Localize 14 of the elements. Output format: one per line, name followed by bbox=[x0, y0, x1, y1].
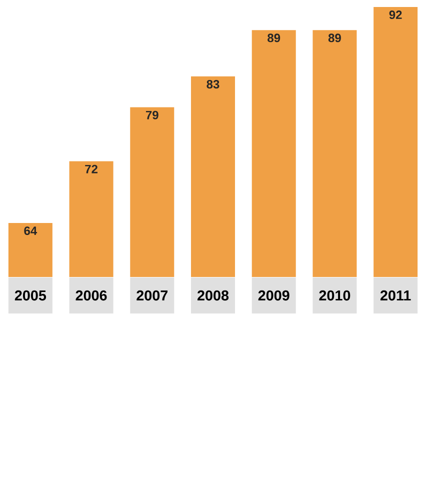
x-tick-label: 2005 bbox=[14, 290, 46, 301]
x-tick-label: 2010 bbox=[319, 290, 350, 301]
x-tick-label: 2009 bbox=[258, 290, 290, 301]
data-label: 92 bbox=[389, 10, 402, 20]
data-label: 83 bbox=[206, 80, 220, 88]
data-label: 79 bbox=[146, 110, 158, 120]
x-tick-label: 2006 bbox=[76, 290, 107, 301]
data-label: 64 bbox=[24, 226, 38, 236]
data-label: 89 bbox=[268, 34, 280, 42]
x-tick-label: 2008 bbox=[197, 290, 229, 301]
data-label: 72 bbox=[85, 164, 98, 174]
data-label: 89 bbox=[328, 34, 341, 42]
x-tick-label: 2007 bbox=[136, 290, 168, 301]
x-tick-label: 2011 bbox=[380, 290, 411, 301]
